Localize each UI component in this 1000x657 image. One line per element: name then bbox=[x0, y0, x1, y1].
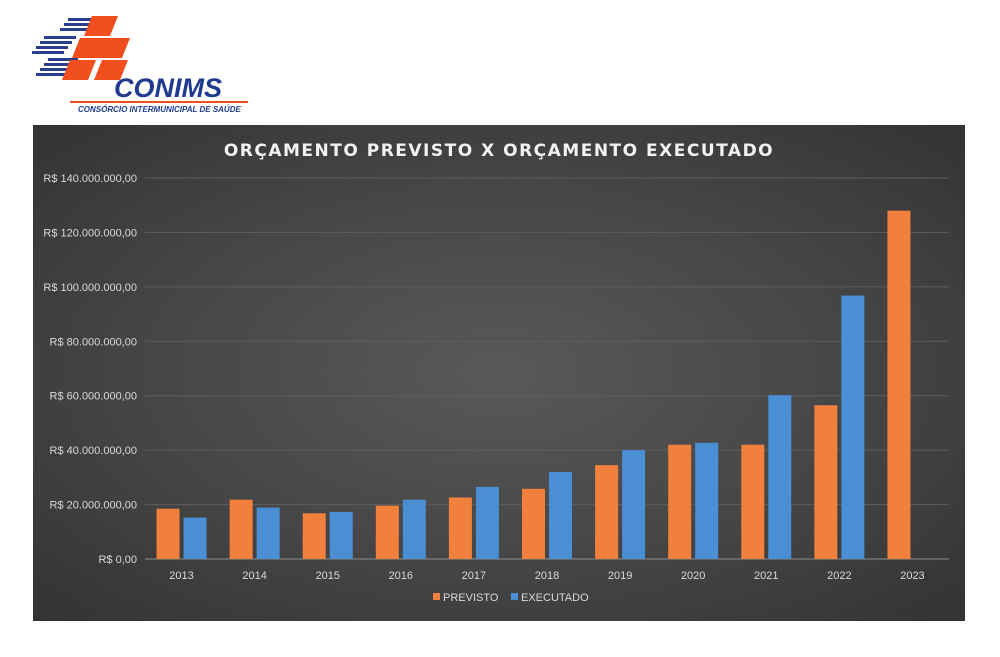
x-tick-label: 2022 bbox=[827, 570, 851, 582]
y-axis-ticks: R$ 0,00 R$ 20.000.000,00 R$ 40.000.000,00 R… bbox=[43, 173, 137, 566]
legend-label-executado: EXECUTADO bbox=[521, 592, 589, 604]
legend-label-previsto: PREVISTO bbox=[443, 592, 499, 604]
bar-previsto-2020 bbox=[668, 444, 692, 559]
logo-underline bbox=[70, 101, 248, 103]
logo-subtitle: CONSÓRCIO INTERMUNICIPAL DE SAÚDE bbox=[78, 105, 241, 114]
logo-name: CONIMS bbox=[114, 73, 222, 103]
legend-swatch-executado bbox=[511, 593, 518, 600]
logo-cross bbox=[62, 16, 130, 80]
bar-previsto-2016 bbox=[375, 505, 399, 559]
bar-previsto-2022 bbox=[814, 405, 838, 559]
x-tick-label: 2018 bbox=[535, 570, 559, 582]
y-tick-label: R$ 100.000.000,00 bbox=[43, 282, 137, 294]
bar-executado-2022 bbox=[841, 295, 865, 559]
bar-executado-2015 bbox=[329, 511, 353, 559]
bar-chart: ORÇAMENTO PREVISTO X ORÇAMENTO EXECUTADO… bbox=[43, 141, 949, 604]
bar-executado-2013 bbox=[183, 517, 207, 559]
bar-previsto-2017 bbox=[448, 497, 472, 559]
x-tick-label: 2019 bbox=[608, 570, 632, 582]
x-tick-label: 2015 bbox=[315, 570, 339, 582]
y-tick-label: R$ 120.000.000,00 bbox=[43, 227, 137, 239]
conims-logo: CONIMS CONSÓRCIO INTERMUNICIPAL DE SAÚDE bbox=[30, 14, 260, 120]
bar-executado-2018 bbox=[549, 471, 572, 559]
bar-previsto-2019 bbox=[595, 465, 619, 559]
chart-title: ORÇAMENTO PREVISTO X ORÇAMENTO EXECUTADO bbox=[224, 141, 774, 161]
x-tick-label: 2013 bbox=[169, 570, 193, 582]
bar-previsto-2021 bbox=[741, 444, 765, 559]
x-tick-label: 2014 bbox=[242, 570, 266, 582]
y-tick-label: R$ 60.000.000,00 bbox=[50, 391, 137, 403]
bar-executado-2019 bbox=[622, 450, 646, 559]
x-tick-label: 2017 bbox=[462, 570, 486, 582]
y-tick-label: R$ 140.000.000,00 bbox=[43, 173, 137, 185]
chart-panel: ORÇAMENTO PREVISTO X ORÇAMENTO EXECUTADO… bbox=[33, 125, 965, 621]
y-tick-label: R$ 0,00 bbox=[98, 554, 137, 566]
conims-logo-mark: CONIMS CONSÓRCIO INTERMUNICIPAL DE SAÚDE bbox=[32, 16, 248, 114]
bar-previsto-2013 bbox=[156, 508, 180, 559]
bar-previsto-2014 bbox=[229, 499, 253, 559]
legend: PREVISTO EXECUTADO bbox=[433, 592, 589, 604]
bar-executado-2014 bbox=[256, 507, 280, 559]
x-tick-label: 2023 bbox=[900, 570, 924, 582]
bars bbox=[156, 210, 911, 559]
x-tick-label: 2021 bbox=[754, 570, 778, 582]
logo-stripes bbox=[32, 18, 98, 76]
y-tick-label: R$ 80.000.000,00 bbox=[50, 336, 137, 348]
bar-executado-2021 bbox=[768, 395, 792, 559]
bar-executado-2020 bbox=[695, 442, 719, 559]
bar-previsto-2023 bbox=[887, 210, 911, 559]
bar-executado-2017 bbox=[475, 486, 499, 559]
x-tick-label: 2016 bbox=[389, 570, 413, 582]
y-tick-label: R$ 40.000.000,00 bbox=[50, 445, 137, 457]
x-axis-ticks: 2013 2014 2015 2016 2017 2018 2019 2020 2021 2022… bbox=[169, 570, 924, 582]
bar-previsto-2018 bbox=[522, 488, 545, 559]
bar-executado-2016 bbox=[402, 499, 426, 559]
y-tick-label: R$ 20.000.000,00 bbox=[50, 500, 137, 512]
bar-previsto-2015 bbox=[302, 513, 326, 559]
legend-swatch-previsto bbox=[433, 593, 440, 600]
x-tick-label: 2020 bbox=[681, 570, 705, 582]
